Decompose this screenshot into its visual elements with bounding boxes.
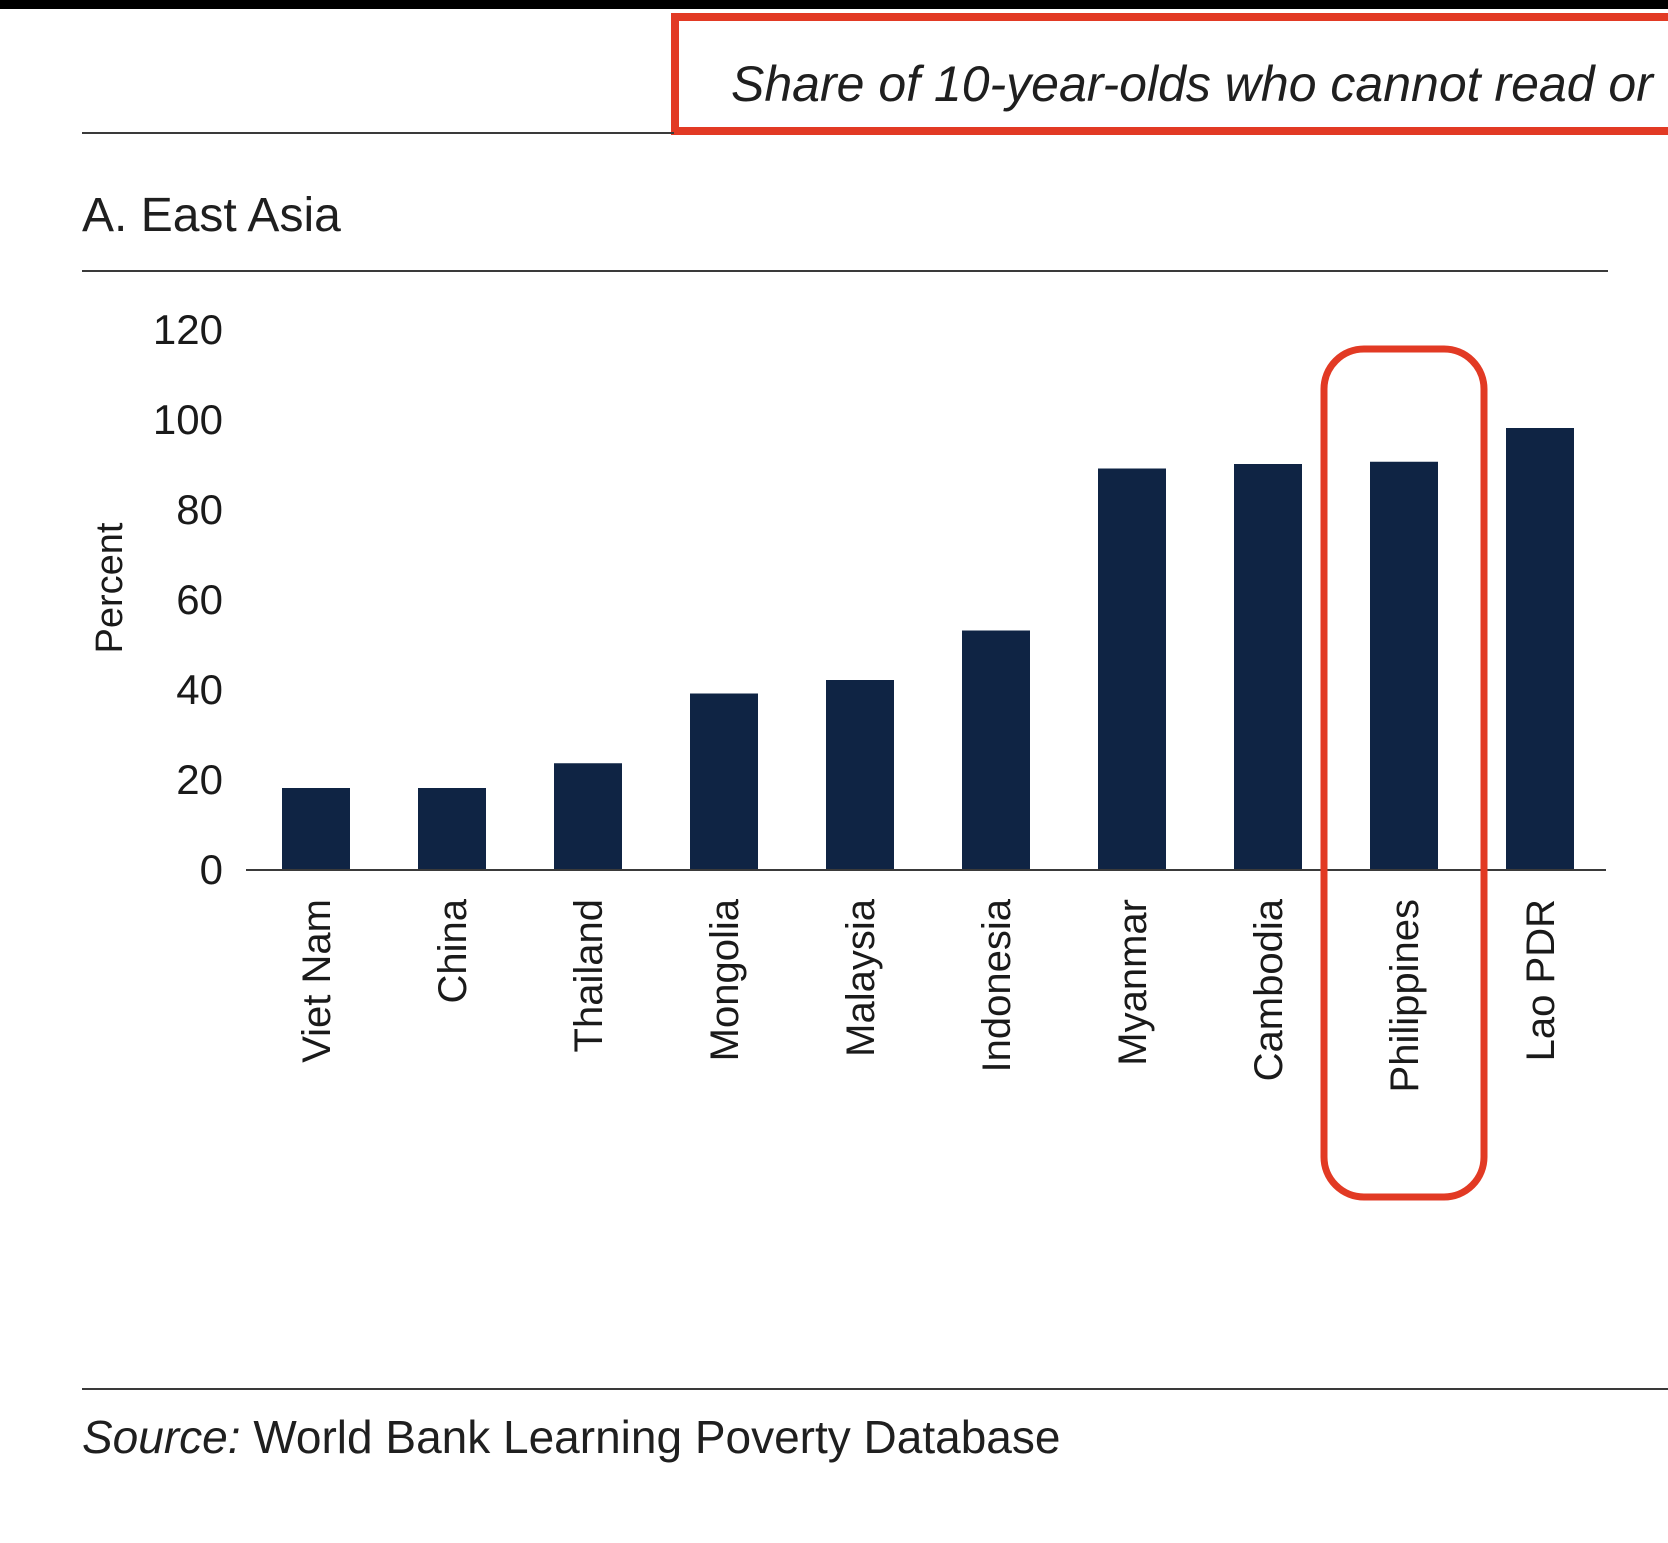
y-tick-label: 20 (176, 756, 223, 803)
bar-philippines (1370, 461, 1438, 869)
x-tick-label: Lao PDR (1519, 899, 1563, 1061)
headline-highlight-box: Share of 10-year-olds who cannot read or (671, 13, 1668, 135)
philippines-highlight-box (1320, 345, 1488, 1201)
x-tick-label: Myanmar (1111, 899, 1155, 1066)
x-tick-label: Cambodia (1247, 898, 1291, 1081)
x-tick-label: China (431, 898, 475, 1003)
panel-title-rule (82, 270, 1608, 272)
top-rule (82, 132, 674, 134)
bars (282, 428, 1574, 869)
bar-malaysia (826, 680, 894, 869)
y-axis-ticks: 0 20 40 60 80 100 120 (153, 306, 223, 893)
source-label: Source: (82, 1411, 241, 1463)
panel-title: A. East Asia (82, 189, 341, 242)
x-tick-label: Malaysia (839, 898, 883, 1057)
source-text: World Bank Learning Poverty Database (253, 1411, 1061, 1463)
x-axis-labels: Viet Nam China Thailand Mongolia Malaysia Ind… (295, 898, 1563, 1092)
x-tick-label: Philippines (1383, 899, 1427, 1092)
y-tick-label: 120 (153, 306, 223, 353)
x-tick-label: Indonesia (975, 898, 1019, 1072)
bar-china (418, 788, 486, 869)
y-tick-label: 0 (200, 846, 223, 893)
bar-myanmar (1098, 468, 1166, 869)
bar-thailand (554, 763, 622, 869)
bar-indonesia (962, 630, 1030, 869)
y-tick-label: 40 (176, 666, 223, 713)
bar-viet-nam (282, 788, 350, 869)
bar-cambodia (1234, 464, 1302, 869)
x-tick-label: Thailand (567, 899, 611, 1052)
bar-lao-pdr (1506, 428, 1574, 869)
y-tick-label: 100 (153, 396, 223, 443)
source-rule (82, 1388, 1668, 1390)
y-axis-label: Percent (89, 522, 131, 653)
y-tick-label: 60 (176, 576, 223, 623)
y-tick-label: 80 (176, 486, 223, 533)
x-tick-label: Mongolia (703, 898, 747, 1061)
top-black-bar (0, 0, 1668, 9)
x-tick-label: Viet Nam (295, 899, 339, 1063)
headline-text: Share of 10-year-olds who cannot read or (731, 56, 1653, 112)
source-note: Source: World Bank Learning Poverty Data… (82, 1410, 1060, 1464)
bar-mongolia (690, 693, 758, 869)
